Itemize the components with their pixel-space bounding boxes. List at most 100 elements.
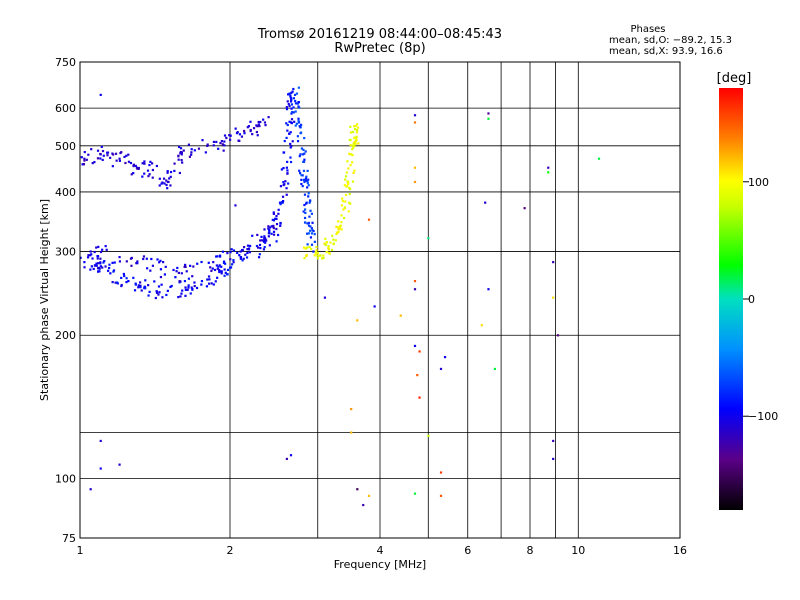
trace-point [220, 270, 223, 273]
trace-point [334, 239, 337, 242]
trace-point [223, 140, 226, 143]
trace-point [127, 153, 130, 156]
trace-point [337, 228, 340, 231]
trace-point [343, 178, 347, 181]
trace-point [289, 131, 292, 134]
trace-point [272, 230, 276, 233]
trace-point [301, 153, 305, 156]
trace-point [267, 116, 270, 119]
trace-point [343, 206, 347, 209]
trace-point [257, 256, 261, 259]
trace-point [310, 247, 313, 251]
trace-point [295, 122, 299, 125]
trace-point [155, 164, 158, 168]
trace-point [351, 180, 355, 183]
isolated-point [413, 166, 417, 169]
trace-point [181, 289, 184, 292]
trace-point [283, 183, 286, 186]
trace-point [239, 257, 242, 260]
trace-point [143, 285, 146, 289]
trace-point [158, 291, 161, 294]
trace-point [337, 226, 340, 229]
isolated-point [427, 237, 430, 240]
trace-point [272, 211, 275, 214]
trace-point [308, 215, 311, 218]
trace-point [262, 118, 265, 121]
trace-point [157, 293, 160, 296]
trace-point [218, 255, 222, 258]
trace-point [292, 87, 295, 91]
trace-point [299, 126, 302, 129]
trace-point [102, 261, 105, 264]
trace-point [285, 193, 288, 196]
trace-point [297, 100, 300, 104]
trace-point [349, 125, 352, 128]
trace-point [260, 235, 263, 239]
trace-point [215, 264, 218, 267]
trace-point [187, 277, 191, 280]
trace-point [153, 280, 156, 283]
trace-point [173, 169, 176, 173]
trace-point [120, 276, 123, 280]
trace-point [120, 151, 123, 154]
trace-point [262, 248, 266, 251]
trace-point [158, 177, 161, 180]
trace-point [222, 149, 225, 152]
trace-point [150, 162, 154, 165]
trace-point [306, 232, 309, 235]
trace-point [160, 283, 163, 286]
isolated-point [99, 93, 102, 96]
trace-point [286, 160, 289, 164]
trace-point [85, 158, 88, 161]
trace-point [201, 139, 204, 142]
trace-point [302, 160, 306, 163]
trace-point [267, 235, 270, 238]
trace-point [205, 285, 209, 288]
trace-point [118, 159, 122, 162]
trace-point [272, 219, 276, 222]
trace-point [263, 235, 266, 238]
trace-point [285, 108, 289, 111]
trace-point [309, 236, 313, 239]
trace-point [311, 229, 314, 232]
trace-point [206, 144, 209, 148]
trace-point [301, 185, 304, 188]
isolated-point [89, 488, 92, 491]
trace-point [351, 130, 355, 134]
trace-point [287, 182, 290, 185]
trace-point [191, 288, 194, 291]
trace-point [213, 268, 217, 272]
trace-point [161, 296, 164, 299]
trace-point [355, 138, 358, 142]
trace-point [136, 262, 139, 265]
isolated-point [289, 454, 293, 457]
trace-point [179, 152, 182, 155]
trace-point [303, 136, 306, 140]
isolated-point [356, 319, 359, 322]
trace-point [98, 266, 101, 269]
trace-point [189, 264, 192, 267]
trace-point [229, 251, 232, 254]
isolated-point [487, 117, 490, 120]
isolated-point [350, 431, 353, 434]
trace-point [257, 123, 260, 126]
isolated-point [480, 324, 483, 327]
y-tick-label: 100 [55, 473, 76, 486]
isolated-point [362, 503, 365, 507]
trace-point [147, 294, 150, 297]
trace-point [285, 136, 288, 140]
trace-point [316, 251, 319, 255]
trace-point [179, 150, 182, 154]
trace-point [149, 269, 152, 272]
trace-point [130, 256, 133, 260]
trace-point [277, 208, 280, 211]
trace-point [200, 280, 204, 283]
trace-point [303, 216, 307, 220]
trace-point [272, 212, 275, 215]
trace-point [310, 243, 314, 246]
trace-point [316, 254, 319, 257]
trace-point [349, 187, 352, 191]
trace-point [290, 91, 293, 94]
trace-point [293, 93, 297, 96]
